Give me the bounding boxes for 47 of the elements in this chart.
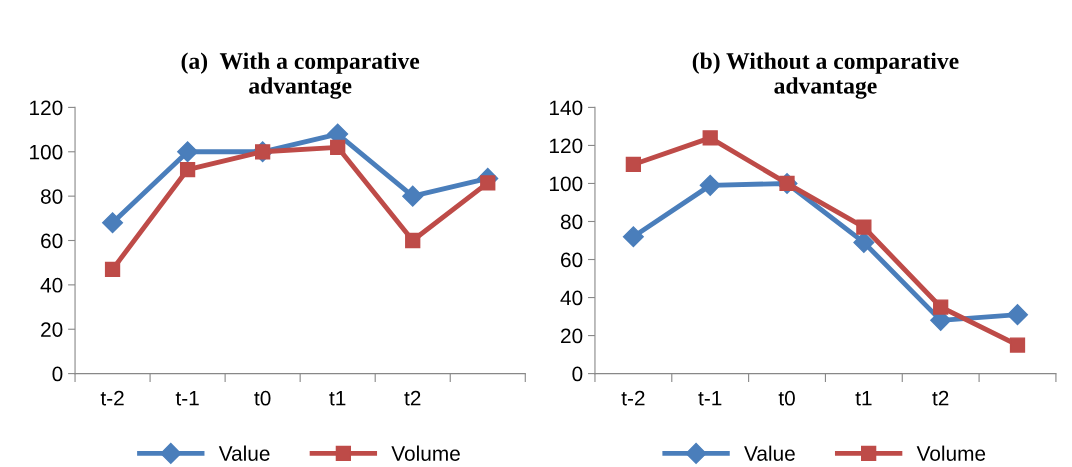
point <box>330 139 346 155</box>
y-tick-label: 20 <box>41 322 63 337</box>
point <box>1006 304 1029 326</box>
point <box>625 156 642 173</box>
point <box>702 130 718 146</box>
y-tick-label: 100 <box>30 144 63 160</box>
legend-label: Volume <box>391 445 460 461</box>
y-tick-label: 60 <box>41 233 63 249</box>
point <box>405 232 421 249</box>
y-tick-label: 140 <box>549 100 583 116</box>
point <box>622 226 644 248</box>
legend-label: Value <box>744 445 795 461</box>
point <box>402 185 424 207</box>
y-tick-label: 100 <box>549 176 583 192</box>
legend-label: Volume <box>916 445 986 461</box>
y-tick-label: 20 <box>561 328 583 344</box>
point <box>104 261 121 277</box>
y-tick-label: 0 <box>52 366 63 382</box>
y-tick-label: 60 <box>561 252 583 268</box>
x-tick-label: t-2 <box>621 390 645 406</box>
chart-title: (b) Without a comparative advantage <box>692 52 959 99</box>
y-tick-label: 120 <box>549 138 583 154</box>
y-tick-label: 80 <box>40 189 63 204</box>
point <box>177 141 199 163</box>
y-tick-label: 40 <box>40 277 63 293</box>
x-tick-label: t-1 <box>698 391 722 406</box>
point <box>856 219 872 235</box>
point <box>699 174 721 196</box>
x-tick-label: t2 <box>404 390 421 406</box>
x-tick-label: t2 <box>932 390 949 406</box>
point <box>179 161 196 178</box>
x-tick-label: t-2 <box>100 390 124 406</box>
x-tick-label: t-1 <box>175 391 199 406</box>
x-tick-label: t1 <box>855 391 872 406</box>
legend-label: Value <box>218 445 270 461</box>
point <box>933 299 949 315</box>
y-tick-label: 120 <box>30 100 63 116</box>
y-tick-label: 0 <box>572 366 583 382</box>
x-tick-label: t0 <box>254 390 271 406</box>
y-tick-label: 80 <box>560 214 583 230</box>
y-tick-label: 40 <box>560 290 583 306</box>
x-tick-label: t0 <box>778 390 795 406</box>
point <box>1009 337 1026 353</box>
x-tick-label: t1 <box>329 391 346 406</box>
point <box>480 175 496 191</box>
point <box>102 212 124 234</box>
chart-title: (a) With a comparative advantage <box>181 52 420 99</box>
